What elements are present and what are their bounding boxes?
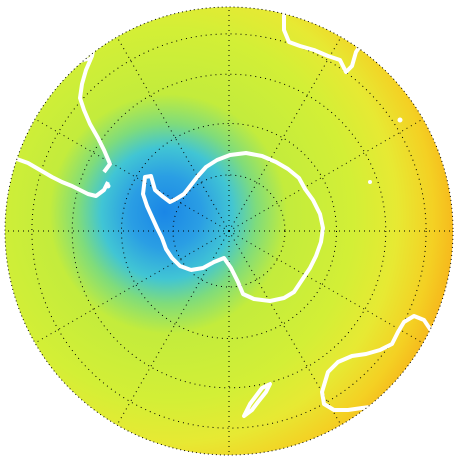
latitude-circle xyxy=(31,33,427,429)
island xyxy=(397,117,403,123)
island xyxy=(105,183,111,189)
latitude-circle xyxy=(71,73,387,389)
new-zealand-coastline xyxy=(242,382,272,418)
map-border xyxy=(4,6,454,456)
island xyxy=(368,180,372,184)
latitude-circle xyxy=(121,123,337,339)
antarctica-coastline xyxy=(141,151,325,303)
graticule xyxy=(5,7,453,455)
south-america-west-coast xyxy=(78,39,112,174)
south-america-coastline xyxy=(5,156,110,198)
